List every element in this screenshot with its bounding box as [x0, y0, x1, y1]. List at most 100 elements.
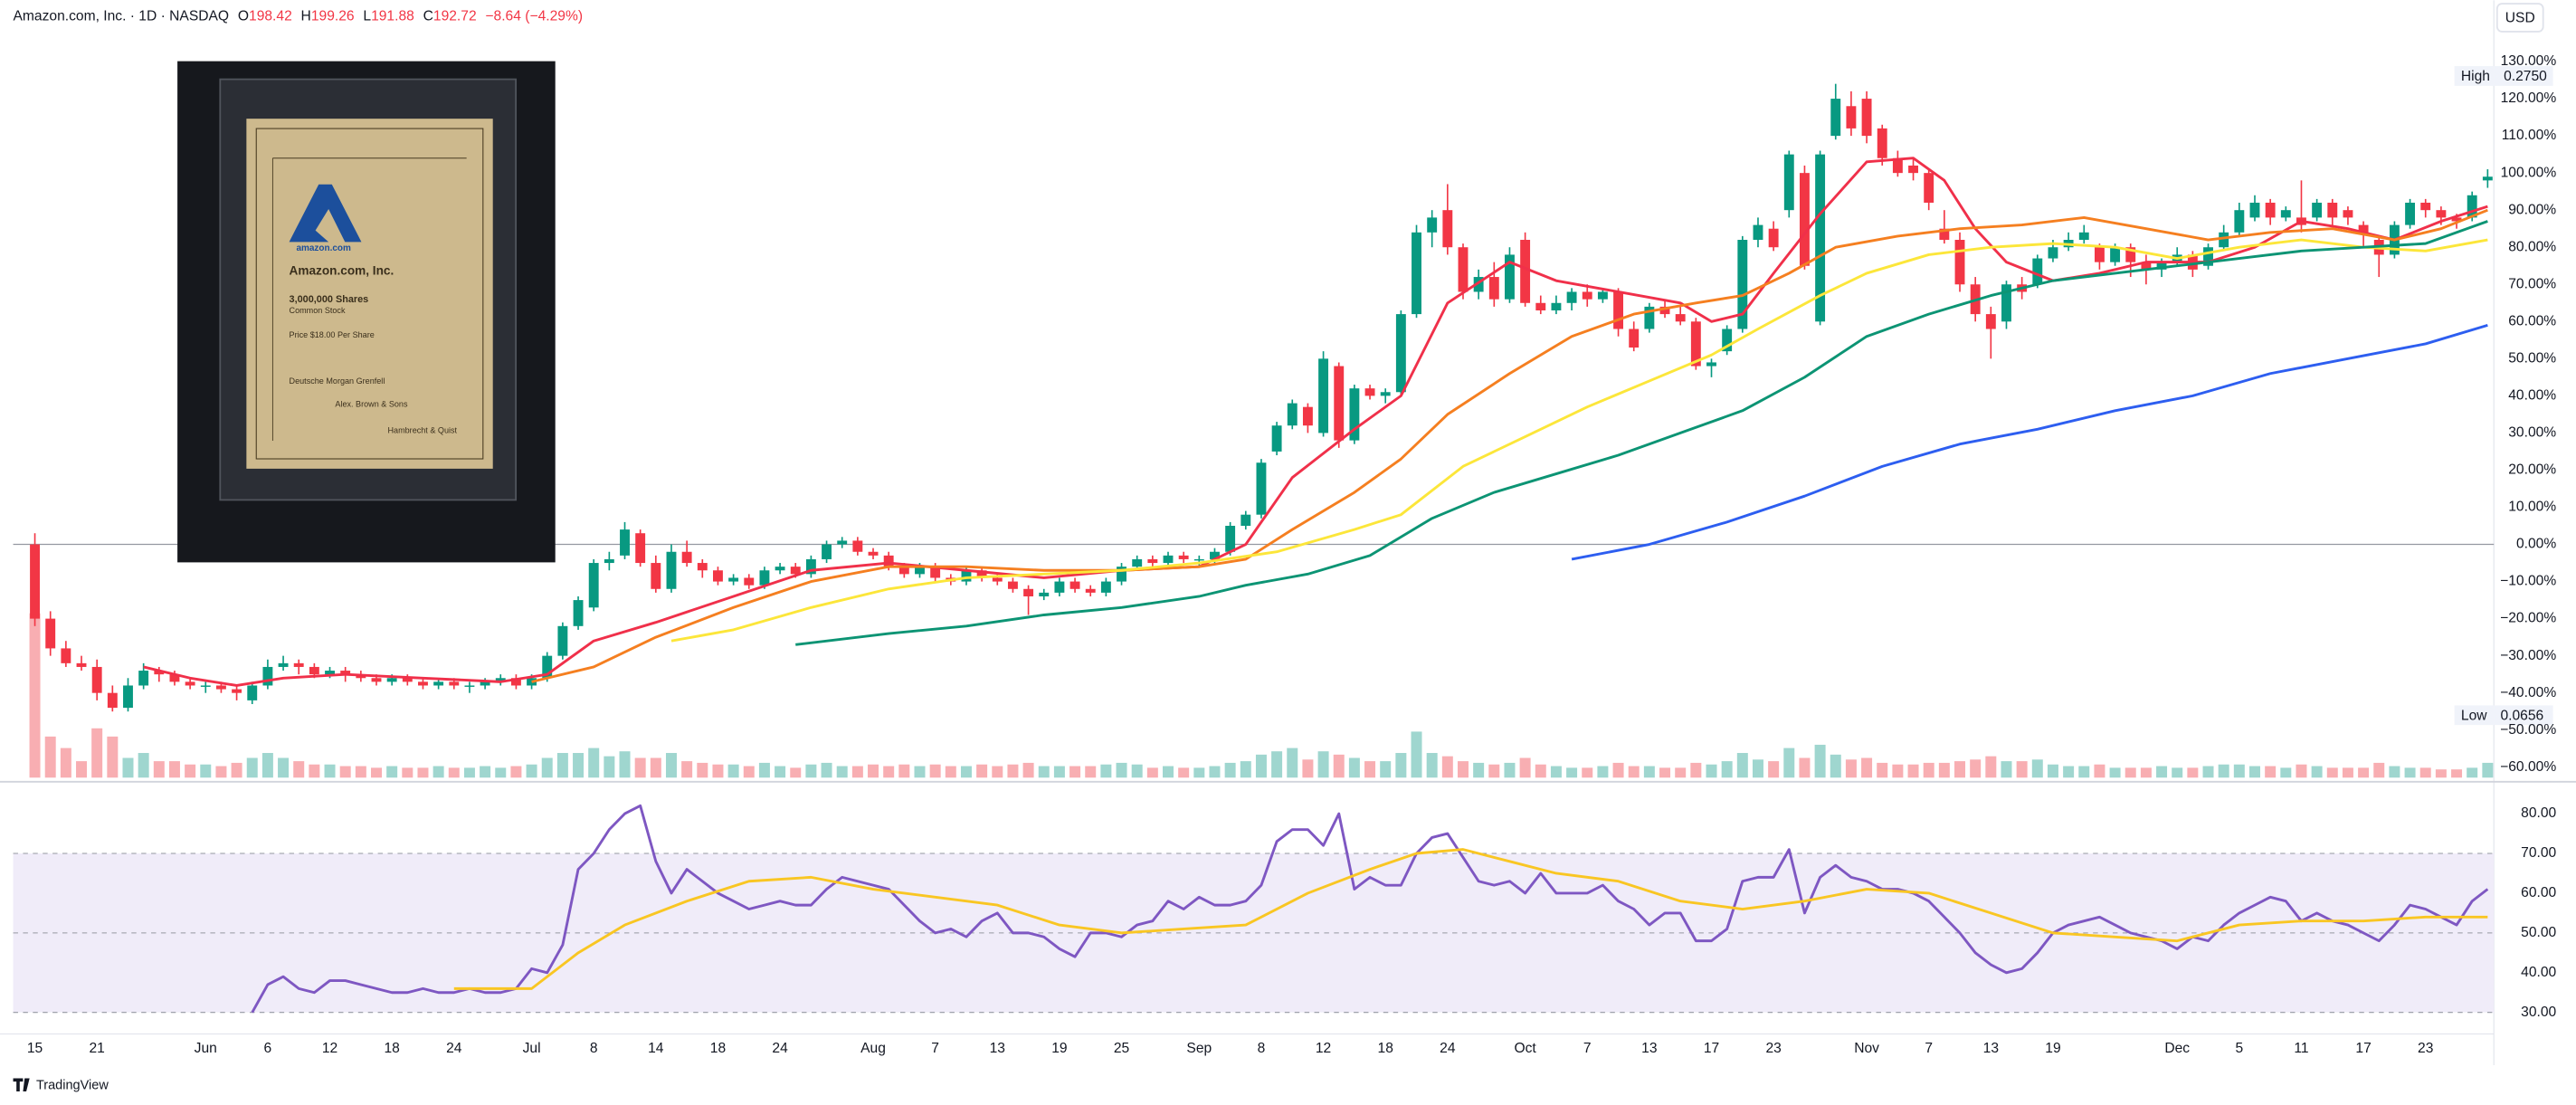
candle-body [1193, 558, 1204, 561]
candle-body [2280, 210, 2291, 218]
volume-bar [2389, 766, 2400, 778]
volume-bar [1038, 766, 1050, 778]
candle-body [588, 563, 599, 608]
x-tick-label: 19 [2045, 1041, 2060, 1056]
volume-bar [650, 757, 661, 778]
volume-bar [433, 766, 444, 778]
candle-body [2265, 202, 2276, 218]
candle-body [1985, 314, 1996, 329]
volume-bar [1380, 761, 1392, 778]
volume-bar [1892, 764, 1904, 778]
candle-body [852, 540, 863, 552]
candle-body [681, 551, 692, 564]
volume-bar [821, 762, 832, 778]
volume-bar [2373, 762, 2385, 778]
currency-box[interactable] [2495, 3, 2544, 33]
volume-bar [898, 764, 910, 778]
candle-body [1830, 99, 1841, 137]
volume-bar [1504, 762, 1516, 778]
y-tick-label: 110.00% [2502, 128, 2557, 143]
volume-bar [1364, 761, 1376, 778]
volume-bar [1566, 767, 1578, 778]
y-tick-label: 30.00 [2521, 1005, 2556, 1020]
change: −8.64 (−4.29%) [485, 9, 583, 24]
candle-body [775, 567, 785, 571]
volume-bar [1457, 761, 1469, 778]
candle-body [1505, 254, 1515, 300]
candle-body [728, 577, 739, 582]
volume-bar [402, 767, 413, 778]
y-tick-label: 40.00% [2508, 388, 2556, 404]
candle-body [123, 685, 133, 709]
volume-bar [60, 748, 71, 778]
candle-body [1566, 291, 1577, 303]
x-tick-label: Sep [1186, 1041, 1212, 1056]
volume-bar [2404, 767, 2416, 778]
volume-bar [1069, 766, 1081, 778]
volume-bar [1877, 762, 1888, 778]
currency[interactable]: USD [2505, 11, 2535, 26]
x-tick-label: 24 [446, 1041, 462, 1056]
y-tick-label: 80.00 [2521, 805, 2556, 821]
volume-bar [604, 756, 615, 778]
volume-bar [868, 764, 879, 778]
volume-bar [1814, 744, 1826, 778]
x-tick-label: 13 [1983, 1041, 1999, 1056]
candle-body [91, 666, 102, 693]
volume-bar [588, 748, 600, 778]
candle-body [1007, 581, 1018, 589]
candle-body [2032, 258, 2043, 285]
line-series [251, 804, 2489, 1014]
y-tick-label: 70.00 [2521, 845, 2556, 861]
volume-bar [168, 761, 180, 778]
volume-bar [1799, 757, 1811, 778]
volume-bar [1116, 762, 1127, 778]
volume-bar [1690, 762, 1702, 778]
candle-body [1412, 232, 1421, 315]
volume-bar [541, 757, 553, 778]
candle-body [402, 678, 413, 682]
x-tick-label: 17 [1704, 1041, 1719, 1056]
volume-bar [914, 766, 926, 778]
volume-bar [960, 766, 972, 778]
candle-body [790, 567, 801, 575]
currency-button[interactable]: USD [2495, 3, 2544, 33]
volume-bar [836, 766, 848, 778]
company: Amazon.com, Inc. [290, 264, 394, 278]
x-tick-label: 13 [990, 1041, 1005, 1056]
candle-body [1690, 321, 1701, 367]
candle-body [1100, 581, 1111, 593]
y-tick-label: −30.00% [2500, 648, 2556, 663]
high-label: High [2461, 69, 2490, 84]
candle-body [2436, 210, 2447, 218]
y-tick-label: 0.00% [2516, 537, 2556, 552]
y-tick-label: 60.00 [2521, 885, 2556, 900]
volume-bar [122, 757, 134, 778]
volume-bar [1768, 761, 1780, 778]
candle-body [1271, 425, 1282, 452]
volume-bar [929, 764, 941, 778]
candle-body [1039, 592, 1050, 596]
border [255, 128, 484, 460]
candle-body [1085, 588, 1096, 593]
candle-body [1768, 228, 1779, 248]
volume-bar [386, 766, 398, 778]
volume-bar [805, 764, 817, 778]
stock-class: Common Stock [290, 306, 346, 315]
candle-body [837, 540, 848, 545]
candle-body [2001, 284, 2011, 322]
line-series [795, 220, 2488, 646]
underwriter: Deutsche Morgan Grenfell [290, 376, 385, 386]
x-tick-label: 11 [2294, 1041, 2308, 1056]
volume-bar [324, 764, 336, 778]
volume-bar [1752, 759, 1763, 778]
candle-body [1613, 291, 1624, 329]
volume-bar [2342, 767, 2353, 778]
candle-body [1629, 329, 1640, 348]
candle-body [604, 558, 614, 564]
volume-bar [2156, 766, 2168, 778]
plot: 130.00%120.00%110.00%100.00%90.00%80.00%… [13, 53, 2557, 1056]
volume-bar [634, 757, 646, 778]
volume-bar [2482, 762, 2494, 778]
candle-body [2110, 247, 2121, 262]
